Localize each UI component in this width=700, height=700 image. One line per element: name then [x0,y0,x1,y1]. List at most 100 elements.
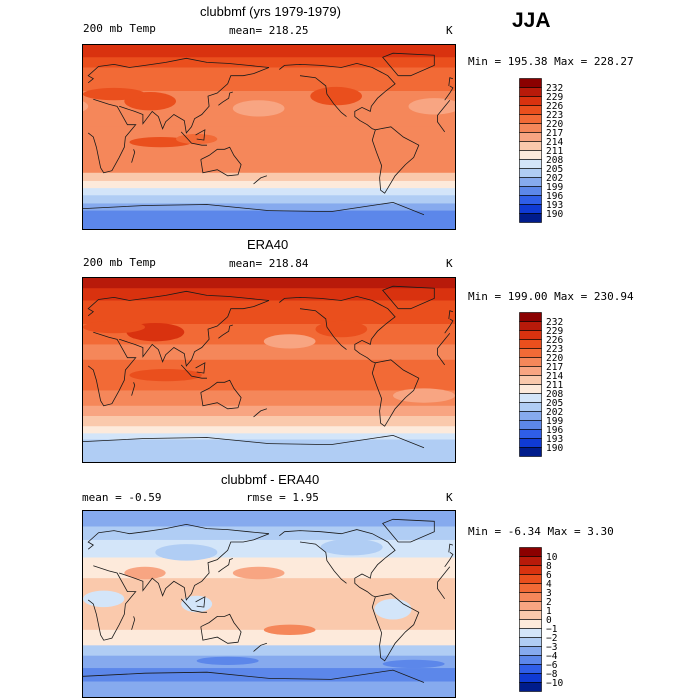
coastline [87,565,137,641]
colorbar-swatch [519,682,542,692]
panel3-mean-label: mean = -0.59 [82,491,162,504]
coastline [119,533,270,601]
colorbar-swatch [519,186,542,196]
map-band [83,300,455,325]
map-band [83,57,455,69]
map-band [83,416,455,427]
colorbar-swatch [519,592,542,602]
colorbar-tick-label: 193 [546,434,563,445]
colorbar-tick-label: −2 [546,633,557,644]
coastline [218,558,233,573]
coastline [444,85,454,101]
colorbar-swatch [519,141,542,151]
panel2-variable-label: 200 mb Temp [83,256,156,269]
colorbar-tick-label: 220 [546,119,563,130]
map-band [83,439,455,462]
coastline [180,598,207,613]
colorbar-tick-label: 193 [546,200,563,211]
map-anomaly-region [129,368,202,382]
map-band [83,390,455,407]
colorbar-swatch [519,357,542,367]
colorbar-tick-label: 214 [546,137,563,148]
map-band [83,188,455,196]
coastline [437,332,451,349]
colorbar-tick-label: 217 [546,362,563,373]
colorbar-tick-label: −6 [546,660,558,671]
coastline [299,75,347,117]
coastline [448,310,454,319]
coastline [195,596,206,608]
coastline [119,300,270,367]
colorbar-swatch [519,330,542,340]
map-anomaly-region [408,98,455,115]
coastline [299,308,347,350]
colorbar-swatch [519,619,542,629]
colorbar-tick-label: 6 [546,570,552,581]
coastline [436,348,446,366]
panel2-units-label: K [446,257,453,270]
coastline [180,364,207,379]
colorbar-swatch [519,375,542,385]
colorbar-tick-label: 0 [546,615,552,626]
map-anomaly-region [263,334,316,349]
map-band [83,426,455,434]
colorbar-swatch [519,384,542,394]
panel2-colorbar: 232 229 226 223 220 217 214 211 208 205 202 199 196 1… [519,312,579,462]
map-band [83,210,455,229]
colorbar-tick-label: 1 [546,606,552,617]
colorbar-swatch [519,321,542,331]
colorbar-swatch [519,556,542,566]
coastline [200,146,242,177]
coastline [371,126,420,194]
map-band [83,405,455,417]
colorbar-swatch [519,655,542,665]
coastline [131,149,136,163]
colorbar-tick-label: 208 [546,389,563,400]
coastline [279,529,396,598]
map-band [83,511,455,528]
colorbar-swatch [519,429,542,439]
coastline [444,318,454,334]
map-anomaly-region [155,544,218,561]
coastline [437,99,451,116]
coastline [437,566,451,583]
coastline [448,77,454,86]
colorbar-tick-label: −3 [546,642,557,653]
map-anomaly-region [196,656,259,665]
coastline [131,382,136,396]
colorbar-swatch [519,646,542,656]
colorbar-tick-label: 232 [546,83,563,94]
panel2-map [82,277,456,463]
panel1-minmax-label: Min = 195.38 Max = 228.27 [468,55,634,68]
colorbar-swatch [519,132,542,142]
colorbar-tick-label: 199 [546,416,563,427]
colorbar-swatch [519,150,542,160]
colorbar-swatch [519,565,542,575]
map-anomaly-region [315,320,368,338]
coastline [83,437,270,444]
coastline [436,115,446,133]
colorbar-tick-label: 199 [546,182,563,193]
colorbar-swatch [519,159,542,169]
coastline [253,642,268,652]
panel3-map [82,510,456,698]
colorbar-swatch [519,402,542,412]
panel1-title: clubbmf (yrs 1979-1979) [200,4,341,19]
colorbar-swatch [519,628,542,638]
map-anomaly-region [83,320,145,334]
colorbar-swatch [519,195,542,205]
panel3-title: clubbmf - ERA40 [221,472,320,487]
map-anomaly-region [83,87,145,101]
map-band [83,344,455,361]
panel1-mean-label: mean= 218.25 [229,24,309,37]
colorbar-swatch [519,610,542,620]
panel3-minmax-label: Min = -6.34 Max = 3.30 [468,525,614,538]
coastline [268,201,425,216]
map-anomaly-region [310,86,362,106]
coastline [87,57,270,84]
colorbar-swatch [519,96,542,106]
panel1-map [82,44,456,230]
coastline [87,290,270,317]
colorbar-swatch [519,637,542,647]
colorbar-swatch [519,123,542,133]
